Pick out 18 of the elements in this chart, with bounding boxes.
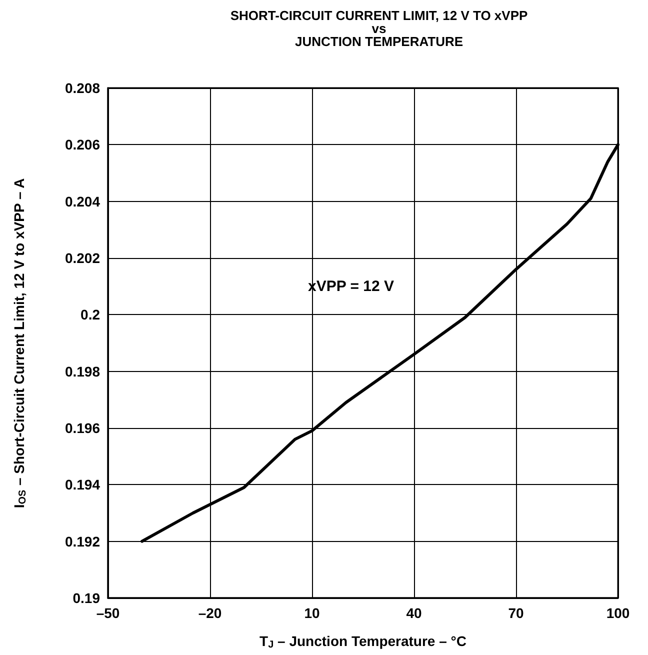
y-tick-label: 0.204 [64,193,100,210]
x-tick-label: 10 [304,605,320,621]
chart-title: SHORT-CIRCUIT CURRENT LIMIT, 12 V TO xVPP vs JUNCTION TEMPERATURE [230,8,528,49]
y-tick-label: 0.19 [72,590,100,606]
x-tick-label: 40 [406,605,422,621]
x-tick-label: 100 [606,605,630,621]
y-tick-label: 0.202 [64,250,100,266]
y-tick-label: 0.196 [64,420,100,436]
x-tick-label: –20 [198,605,222,621]
y-tick-label: 0.198 [64,363,100,380]
y-tick-label: 0.2 [80,306,100,323]
x-tick-label: –50 [96,605,120,621]
y-tick-label: 0.206 [64,136,100,153]
y-tick-label: 0.192 [64,533,100,550]
y-tick-label: 0.194 [64,476,100,493]
y-axis-title: IOS – Short-Circuit Current Limit, 12 V to xVPP – A [11,178,28,508]
x-tick-label: 70 [508,605,524,621]
y-tick-label: 0.208 [64,80,100,96]
